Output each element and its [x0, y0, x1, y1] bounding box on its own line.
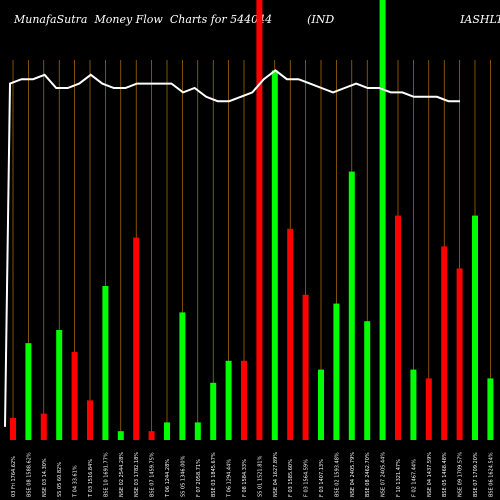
- x-tick-label: T 03 1516.84%: [88, 459, 94, 498]
- x-tick-label: 03 Fri 1764.62%: [11, 456, 17, 497]
- x-tick-label: SS 05 60.82%: [57, 462, 63, 497]
- x-tick-label: F 03 1585.60%: [288, 459, 294, 497]
- x-tick-label: F 08 1584.33%: [242, 459, 248, 497]
- money-flow-bar: [179, 312, 186, 440]
- money-flow-bar: [117, 431, 124, 440]
- x-tick-label: NSE 09 1709.57%: [458, 452, 464, 497]
- x-tick-label: NSE 07 2405.44%: [381, 452, 387, 497]
- x-tick-label: BSE 08 2462.70%: [365, 452, 371, 497]
- x-tick-label: NSE 02 2544.28%: [119, 452, 125, 497]
- x-tick-label: SS 05 1346.00%: [180, 455, 186, 497]
- money-flow-bar: [379, 0, 386, 440]
- x-tick-label: SS 01 1521.81%: [257, 455, 263, 497]
- x-tick-label: BSE 03 1845.67%: [211, 452, 217, 497]
- money-flow-line: [4, 69, 460, 427]
- x-tick-label: NSE 04 1627.89%: [273, 452, 279, 497]
- x-tick-label: T 06 1244.28%: [165, 459, 171, 498]
- money-flow-bar: [348, 171, 355, 440]
- money-flow-bar: [225, 360, 232, 440]
- money-flow-bar: [40, 413, 47, 440]
- money-flow-bar: [148, 431, 155, 440]
- money-flow-bar: [256, 0, 263, 440]
- money-flow-bar: [133, 237, 140, 440]
- x-tick-label: BSE 07 1459.75%: [150, 452, 156, 497]
- money-flow-bar: [441, 246, 448, 440]
- x-tick-label: BSE 05 1468.48%: [442, 452, 448, 497]
- x-tick-label: BSE 08 1588.62%: [26, 452, 32, 497]
- money-flow-bar: [472, 215, 478, 440]
- x-tick-label: F 10 1321.47%: [396, 459, 402, 497]
- money-flow-bar: [271, 70, 278, 441]
- money-flow-bar: [318, 369, 324, 440]
- x-tick-label: F 03 1564.59%: [304, 459, 310, 497]
- money-flow-bar: [410, 369, 417, 440]
- money-flow-bar: [364, 321, 371, 440]
- money-flow-bar: [71, 352, 78, 440]
- x-tick-label: NSE 03 1782.18%: [134, 452, 140, 497]
- money-flow-bar: [302, 294, 309, 440]
- x-tick-label: F 07 2058.71%: [196, 459, 202, 497]
- money-flow-bar: [87, 400, 93, 440]
- x-tick-label: NSE 03 14.30%: [42, 458, 48, 497]
- money-flow-bar: [333, 303, 340, 440]
- x-tick-label: T 06 1294.44%: [227, 459, 233, 498]
- money-flow-bar: [102, 286, 109, 440]
- money-flow-bar: [164, 422, 170, 440]
- money-flow-bar: [25, 343, 32, 440]
- x-tick-label: BSE 06 1624.54%: [488, 452, 494, 497]
- money-flow-bar: [425, 378, 432, 440]
- x-tick-label: T 04 33.61%: [73, 465, 79, 498]
- chart-title: MunafaSutra Money Flow Charts for 544044…: [14, 13, 500, 26]
- money-flow-bar: [287, 228, 294, 440]
- money-flow-bar: [395, 215, 401, 440]
- money-flow-bar: [194, 422, 201, 440]
- money-flow-bar: [56, 330, 63, 440]
- money-flow-bar: [487, 378, 494, 440]
- x-tick-label: NSE 04 2405.79%: [350, 452, 356, 497]
- money-flow-bar: [456, 268, 463, 440]
- money-flow-bar: [210, 382, 217, 440]
- x-tick-label: F 02 1467.44%: [411, 459, 417, 497]
- money-flow-bar: [10, 418, 16, 440]
- money-flow-bar: [241, 360, 247, 440]
- x-tick-label: BSE 02 1593.48%: [334, 452, 340, 497]
- x-tick-label: BSE 07 1709.20%: [473, 452, 479, 497]
- x-tick-label: F 03 1407.13%: [319, 459, 325, 497]
- x-tick-label: BSE 10 1691.77%: [103, 452, 109, 497]
- x-tick-label: NSE 04 1437.59%: [427, 452, 433, 497]
